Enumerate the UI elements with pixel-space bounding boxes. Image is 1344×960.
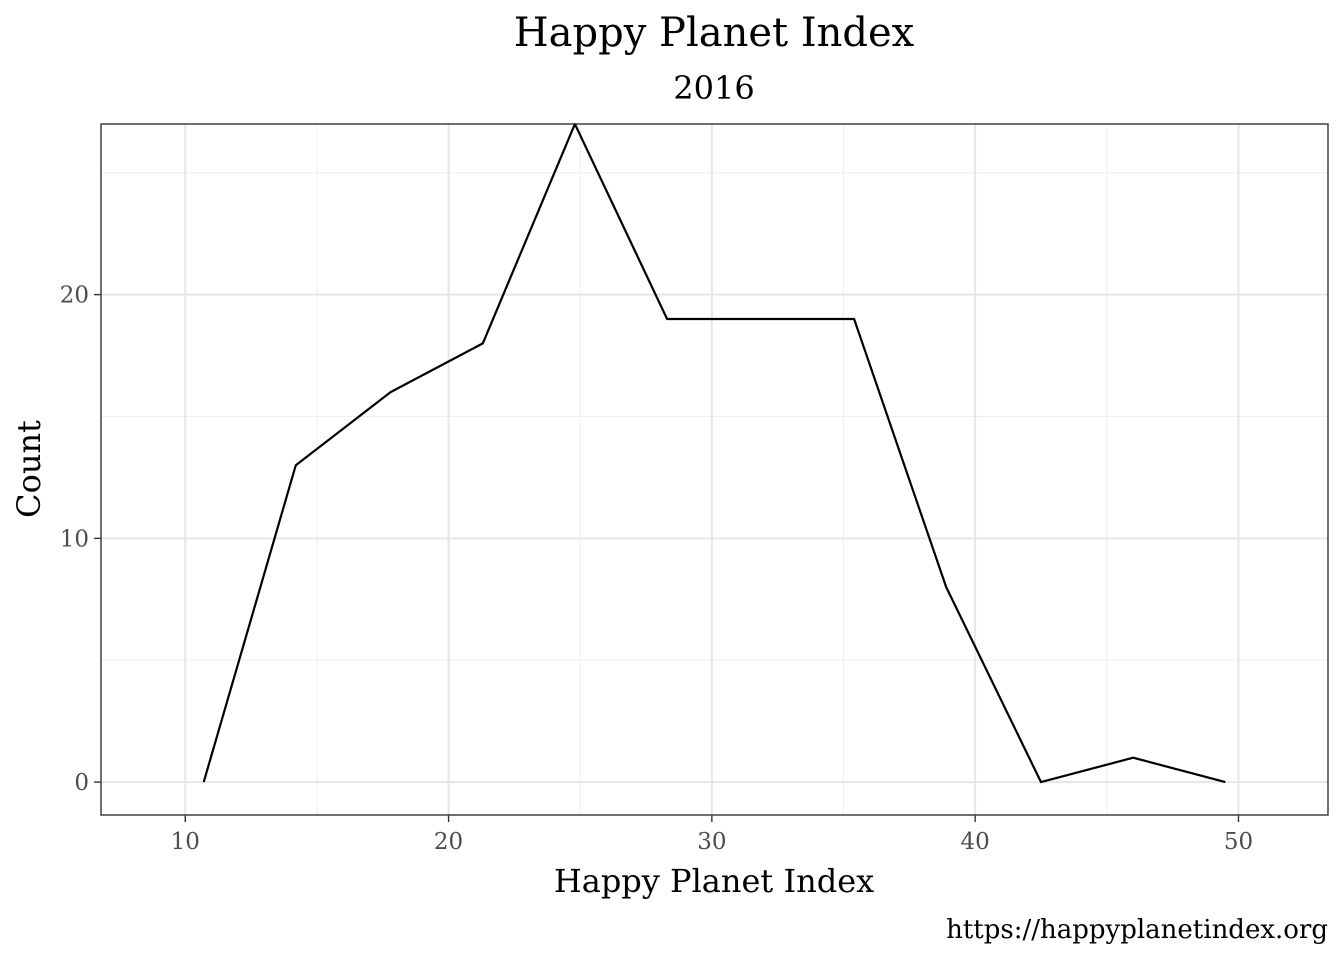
- chart-caption: https://happyplanetindex.org: [946, 915, 1328, 945]
- plot-area: [202, 122, 1226, 784]
- x-tick-label: 40: [961, 829, 990, 855]
- x-axis-title: Happy Planet Index: [554, 862, 874, 900]
- chart-title: Happy Planet Index: [514, 10, 915, 56]
- y-tick-label: 0: [74, 770, 89, 796]
- plot-panel-border: [100, 123, 1329, 816]
- y-tick-label: 20: [60, 283, 89, 309]
- axes: 10 20 30 40 50 0 10 20: [60, 283, 1253, 855]
- x-tick-label: 20: [434, 829, 463, 855]
- chart-subtitle: 2016: [673, 69, 754, 107]
- y-axis-title: Count: [10, 420, 48, 518]
- y-tick-label: 10: [60, 526, 89, 552]
- x-tick-label: 30: [697, 829, 726, 855]
- x-tick-label: 50: [1224, 829, 1253, 855]
- series-line: [202, 122, 1226, 784]
- x-tick-label: 10: [171, 829, 200, 855]
- gridlines: [101, 124, 1328, 815]
